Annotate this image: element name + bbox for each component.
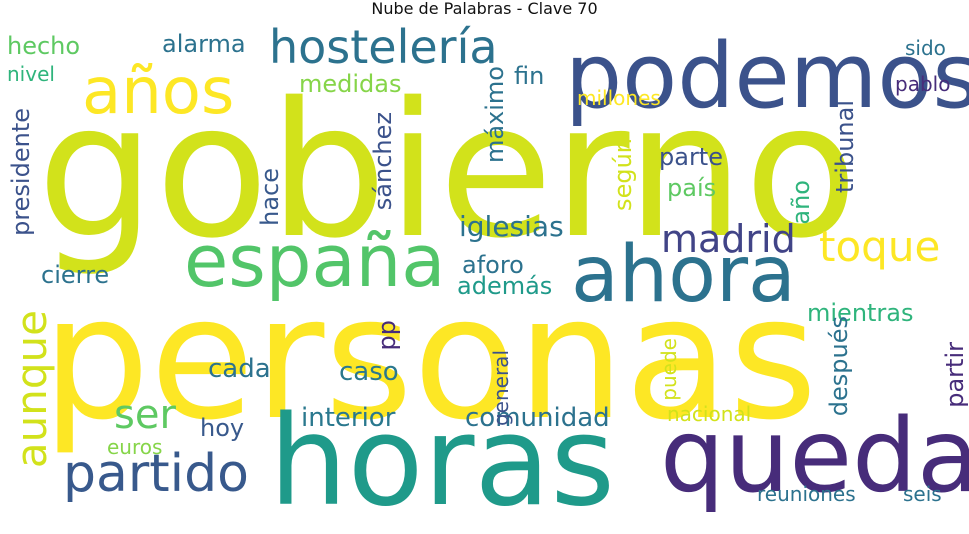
word-podemos: podemos (565, 24, 969, 129)
word-caso: caso (339, 357, 399, 387)
word-nivel: nivel (7, 62, 55, 86)
word-maximo: máximo (481, 66, 509, 164)
word-hosteleria: hostelería (269, 20, 498, 74)
word-ano: año (787, 180, 815, 225)
word-madrid: madrid (661, 217, 796, 261)
word-euros: euros (107, 435, 163, 459)
word-aforo: aforo (462, 251, 524, 279)
word-toque: toque (819, 222, 941, 271)
word-segun: según (609, 138, 637, 211)
word-sanchez: sánchez (369, 112, 397, 211)
word-interior: interior (301, 403, 396, 433)
word-partido: partido (63, 444, 249, 504)
word-nacional: nacional (667, 402, 752, 426)
word-ademas: además (457, 272, 553, 300)
word-espana: españa (184, 219, 446, 303)
word-gobierno: gobierno (37, 62, 858, 279)
word-anos: años (82, 55, 235, 129)
word-comunidad: comunidad (465, 403, 610, 433)
word-hoy: hoy (200, 414, 245, 442)
word-fin: fin (514, 62, 545, 90)
word-aunque: aunque (7, 310, 56, 469)
word-general: general (489, 350, 513, 427)
word-medidas: medidas (299, 70, 402, 98)
word-hecho: hecho (7, 32, 81, 60)
word-despues: después (825, 316, 853, 417)
chart-title: Nube de Palabras - Clave 70 (371, 0, 598, 18)
word-pablo: pablo (895, 72, 951, 96)
word-reuniones: reuniones (757, 482, 856, 506)
word-pais: país (667, 174, 717, 202)
word-puede: puede (657, 338, 681, 401)
word-iglesias: iglesias (459, 210, 564, 243)
word-ser: ser (114, 392, 176, 438)
word-pp: pp (373, 320, 401, 351)
word-cloud: gobierno personas horas podemos queda ah… (7, 20, 969, 524)
word-presidente: presidente (7, 108, 35, 236)
word-tribunal: tribunal (831, 100, 859, 193)
word-queda: queda (660, 397, 969, 516)
word-partir: partir (941, 342, 969, 408)
word-cada: cada (208, 354, 271, 384)
word-seis: seis (903, 482, 942, 506)
word-millones: millones (577, 86, 661, 110)
word-personas: personas (42, 260, 818, 458)
word-cierre: cierre (41, 261, 110, 289)
word-hace: hace (256, 168, 284, 226)
word-ahora: ahora (571, 230, 796, 320)
word-sido: sido (905, 36, 946, 60)
word-parte: parte (659, 143, 723, 171)
word-mientras: mientras (807, 299, 914, 327)
word-horas: horas (269, 390, 616, 534)
word-alarma: alarma (162, 30, 246, 58)
